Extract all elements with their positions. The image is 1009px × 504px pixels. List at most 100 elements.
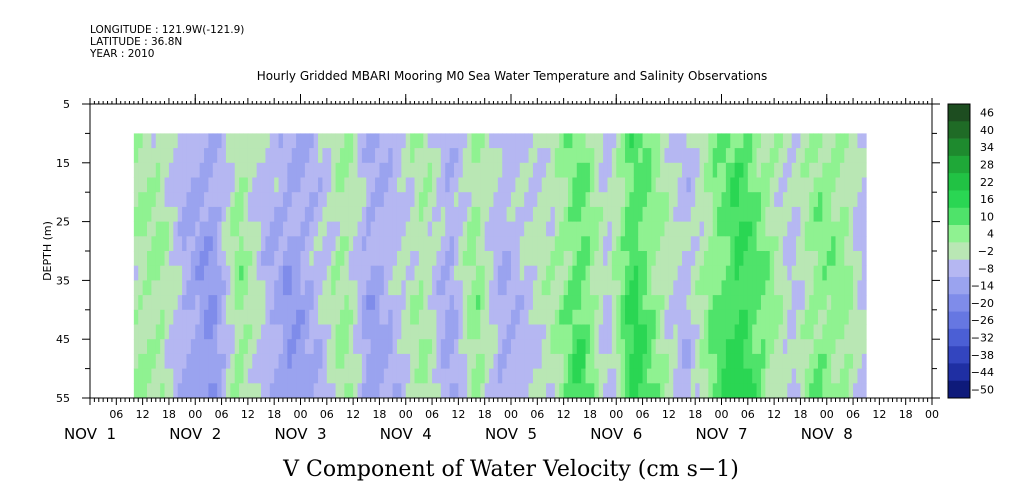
heatmap-cell [291, 295, 297, 311]
heatmap-cell [537, 236, 543, 252]
heatmap-cell [511, 368, 516, 384]
heatmap-cell [511, 265, 516, 281]
heatmap-cell [638, 206, 643, 222]
heatmap-cell [234, 192, 240, 208]
heatmap-cell [199, 295, 205, 311]
heatmap-cell [848, 324, 854, 340]
heatmap-cell [453, 383, 459, 399]
heatmap-cell [300, 221, 306, 237]
heatmap-cell [497, 295, 503, 311]
heatmap-cell [366, 148, 372, 164]
heatmap-cell [519, 309, 525, 325]
heatmap-cell [142, 177, 148, 193]
heatmap-cell [186, 339, 192, 355]
heatmap-cell [186, 280, 192, 296]
heatmap-cell [813, 324, 819, 340]
heatmap-cell [225, 236, 231, 252]
heatmap-cell [445, 148, 451, 164]
x-day-label: NOV 4 [380, 425, 432, 443]
heatmap-cell [379, 265, 385, 281]
heatmap-cell [366, 309, 372, 325]
heatmap-cell [857, 339, 863, 355]
heatmap-cell [475, 251, 481, 267]
heatmap-cell [857, 324, 863, 340]
heatmap-cell [370, 133, 376, 149]
heatmap-cell [177, 383, 183, 399]
heatmap-cell [739, 177, 744, 193]
heatmap-cell [796, 221, 801, 237]
heatmap-cell [252, 280, 258, 296]
heatmap-cell [261, 383, 266, 399]
heatmap-cell [769, 133, 775, 149]
heatmap-cell [489, 353, 494, 369]
heatmap-cell [357, 206, 363, 222]
heatmap-cell [537, 251, 543, 267]
heatmap-cell [208, 177, 214, 193]
heatmap-cell [432, 280, 437, 296]
heatmap-cell [660, 192, 665, 208]
heatmap-cell [541, 206, 547, 222]
heatmap-cell [256, 353, 262, 369]
heatmap-cell [304, 221, 310, 237]
heatmap-cell [725, 309, 731, 325]
heatmap-cell [633, 162, 639, 178]
heatmap-cell [256, 192, 262, 208]
heatmap-cell [607, 324, 613, 340]
heatmap-cell [756, 383, 762, 399]
heatmap-cell [506, 206, 512, 222]
heatmap-cell [335, 295, 341, 311]
heatmap-cell [168, 309, 174, 325]
heatmap-cell [848, 192, 854, 208]
heatmap-cell [655, 148, 661, 164]
heatmap-cell [313, 265, 319, 281]
heatmap-cell [848, 206, 854, 222]
heatmap-cell [677, 309, 683, 325]
heatmap-cell [440, 206, 446, 222]
heatmap-cell [449, 368, 455, 384]
heatmap-cell [247, 309, 253, 325]
heatmap-cell [646, 251, 652, 267]
heatmap-cell [173, 251, 179, 267]
heatmap-cell [853, 251, 858, 267]
heatmap-cell [568, 162, 573, 178]
heatmap-cell [252, 353, 258, 369]
heatmap-cell [177, 265, 183, 281]
heatmap-cell [173, 280, 179, 296]
heatmap-cell [739, 251, 744, 267]
heatmap-cell [164, 265, 170, 281]
heatmap-cell [778, 251, 784, 267]
heatmap-cell [743, 309, 749, 325]
heatmap-cell [787, 162, 793, 178]
heatmap-cell [318, 309, 323, 325]
heatmap-cell [383, 383, 389, 399]
heatmap-cell [537, 280, 543, 296]
heatmap-cell [528, 206, 534, 222]
heatmap-cell [646, 148, 652, 164]
heatmap-cell [739, 148, 744, 164]
heatmap-cell [646, 353, 652, 369]
heatmap-cell [541, 162, 547, 178]
heatmap-cell [861, 295, 867, 311]
heatmap-cell [546, 148, 551, 164]
heatmap-cell [230, 192, 236, 208]
heatmap-cell [261, 368, 266, 384]
heatmap-cell [252, 265, 258, 281]
heatmap-cell [335, 383, 341, 399]
heatmap-cell [568, 383, 573, 399]
heatmap-cell [278, 324, 284, 340]
heatmap-cell [331, 251, 336, 267]
heatmap-cell [418, 265, 424, 281]
heatmap-cell [453, 192, 459, 208]
heatmap-cell [699, 280, 705, 296]
heatmap-cell [182, 162, 187, 178]
heatmap-cell [576, 339, 582, 355]
y-tick-label: 15 [56, 157, 70, 170]
heatmap-cell [686, 353, 692, 369]
heatmap-cell [133, 265, 139, 281]
heatmap-cell [480, 162, 486, 178]
heatmap-cell [638, 295, 643, 311]
heatmap-cell [541, 251, 547, 267]
heatmap-cell [177, 177, 183, 193]
heatmap-cell [682, 324, 687, 340]
heatmap-cell [774, 148, 779, 164]
